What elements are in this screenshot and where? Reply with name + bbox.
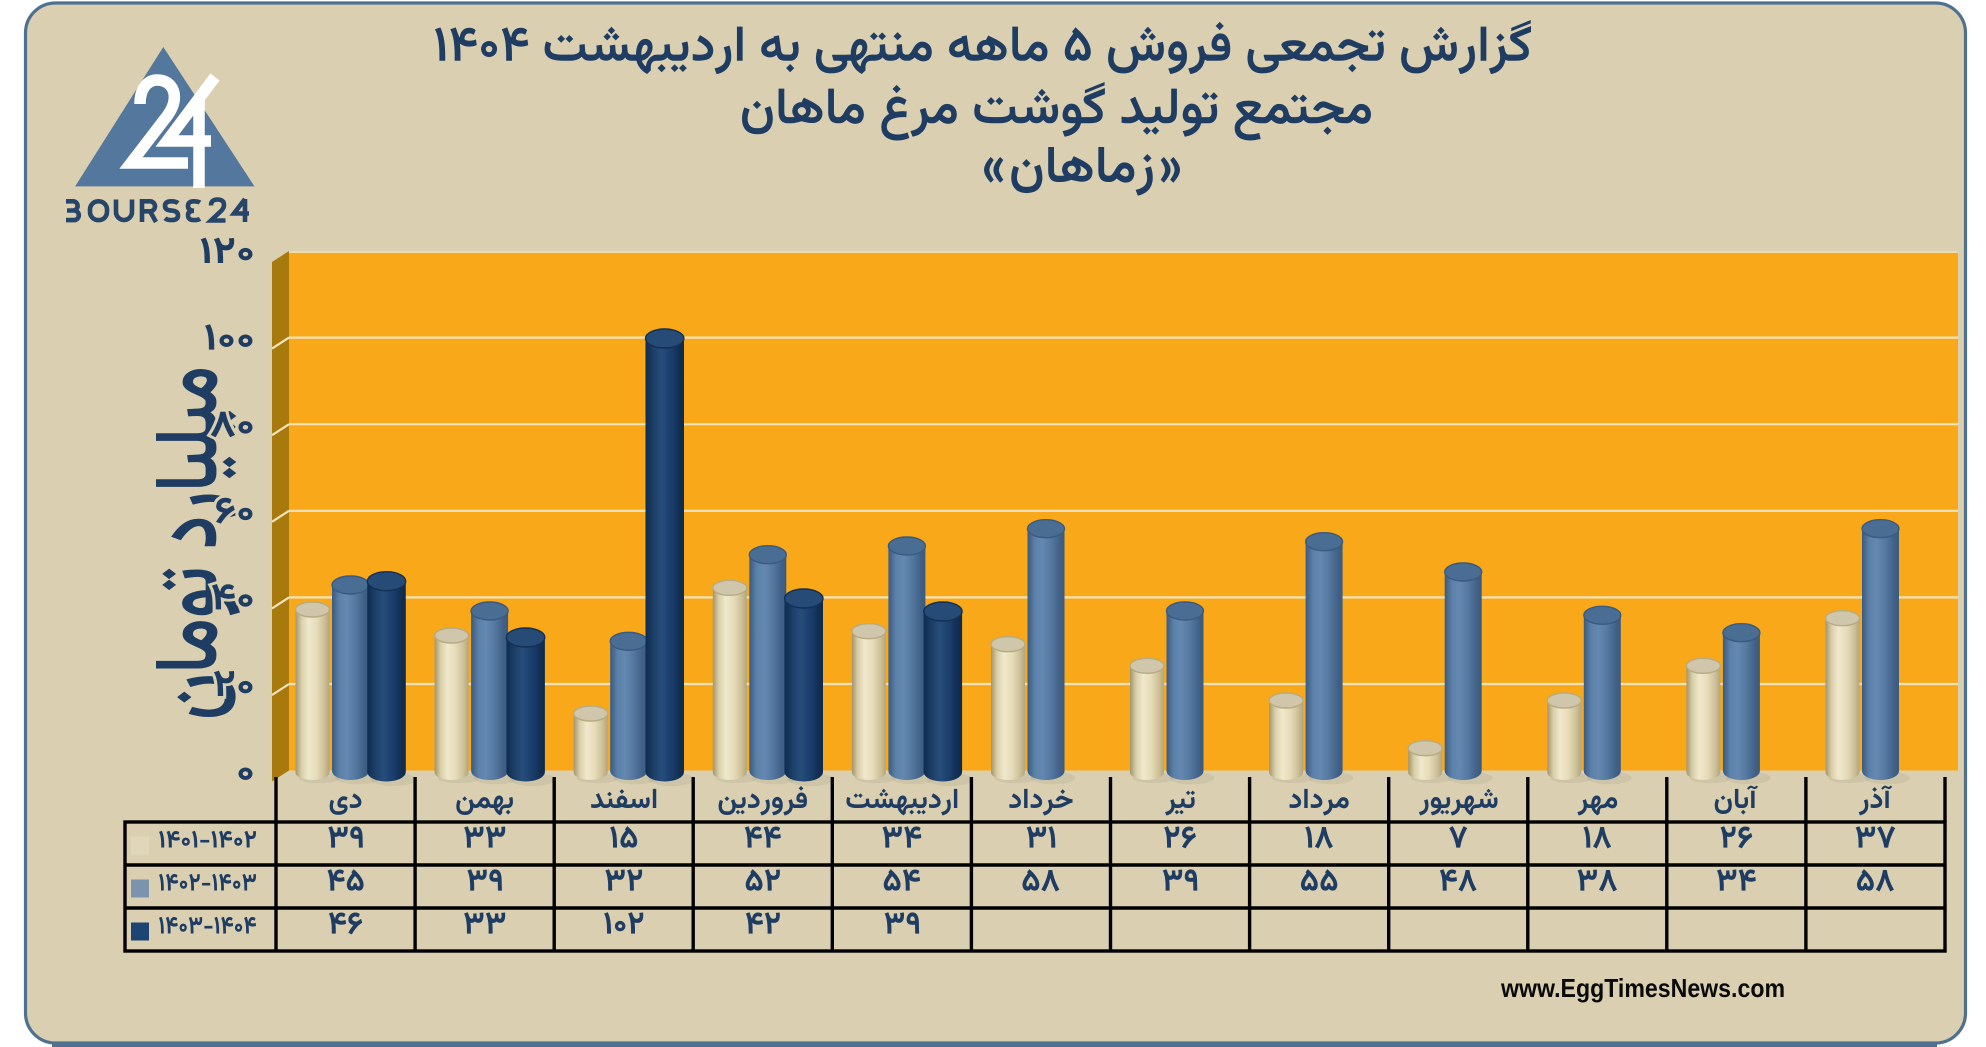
svg-text:www.EggTimesNews.com: www.EggTimesNews.com [1500,973,1785,1003]
